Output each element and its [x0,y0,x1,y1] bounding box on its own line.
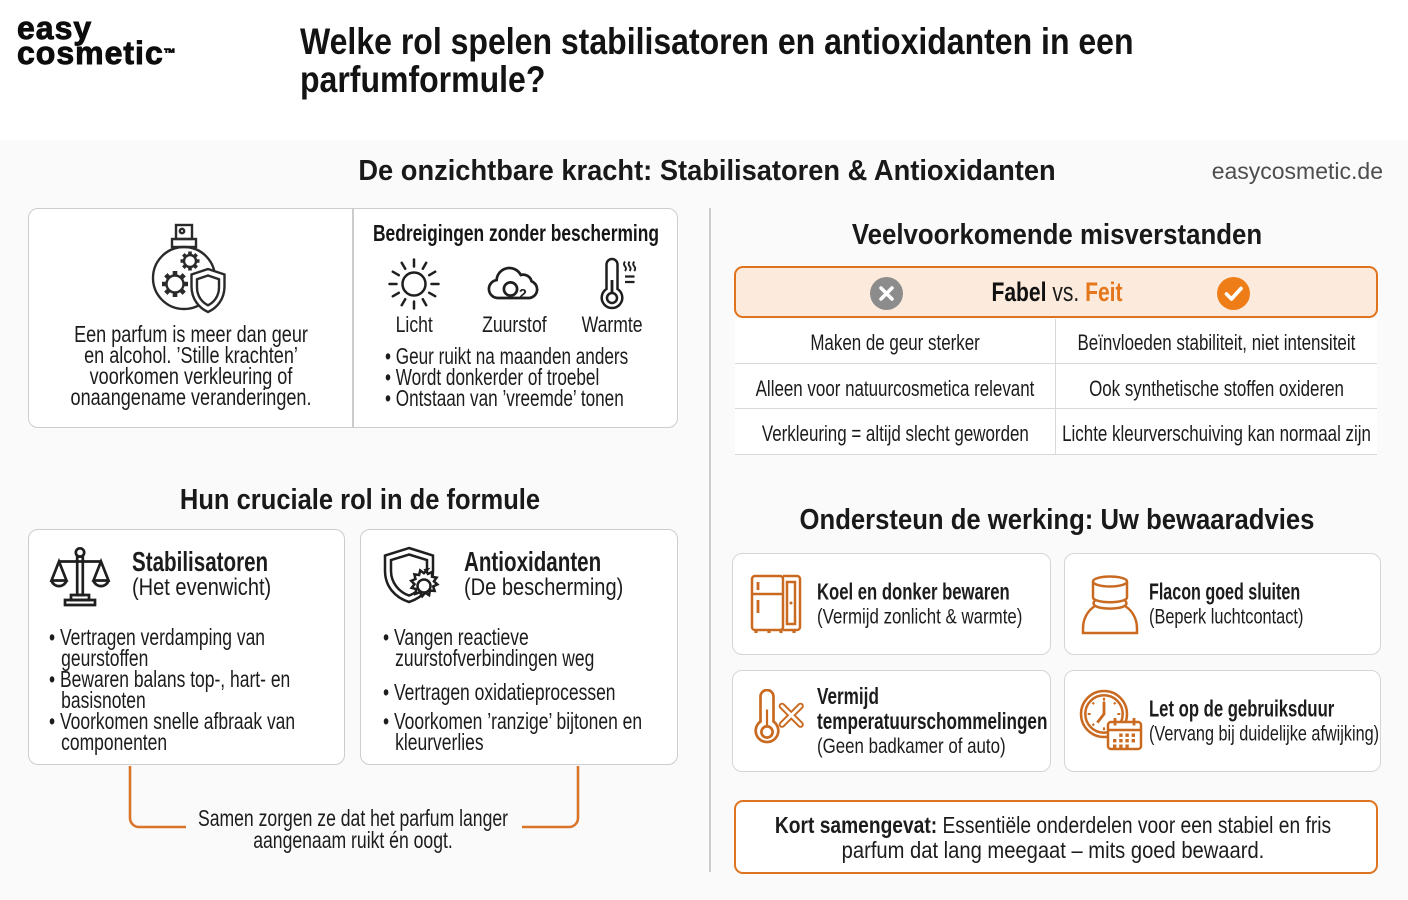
svg-text:2: 2 [519,286,527,302]
